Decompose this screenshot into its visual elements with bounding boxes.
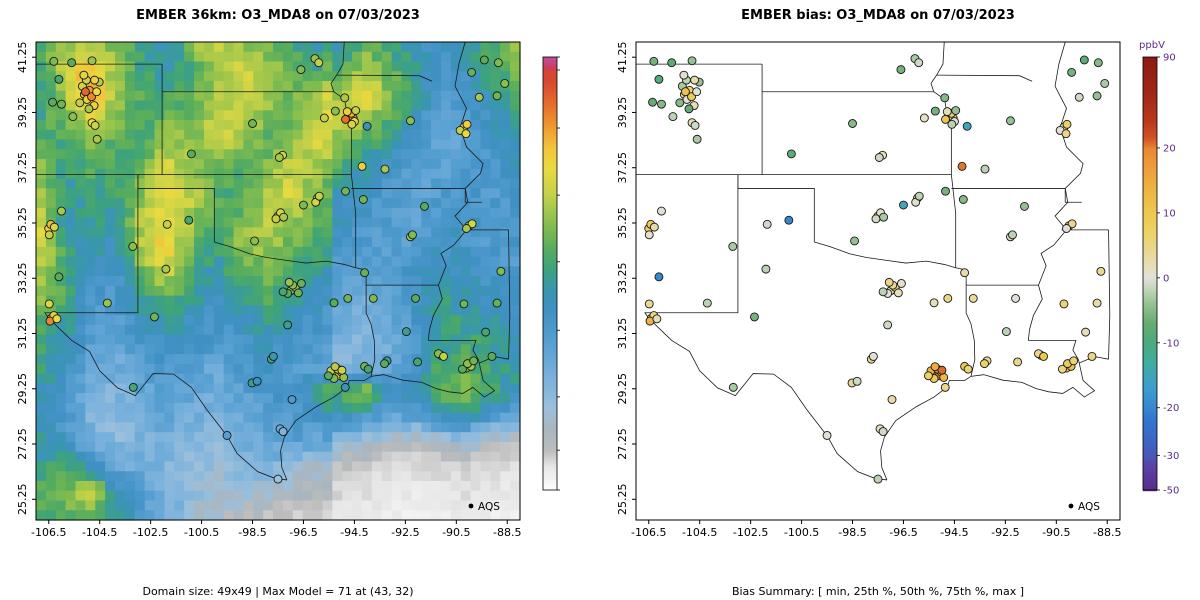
- model-map-canvas: [0, 30, 600, 550]
- bias-caption-line1: Bias Summary: [ min, 25th %, 50th %, 75t…: [731, 585, 1025, 598]
- model-panel-title: EMBER 36km: O3_MDA8 on 07/03/2023: [136, 8, 420, 23]
- model-panel: EMBER 36km: O3_MDA8 on 07/03/2023 Domain…: [0, 8, 600, 600]
- bias-panel: EMBER bias: O3_MDA8 on 07/03/2023 Bias S…: [600, 0, 1200, 600]
- bias-map-canvas: [600, 30, 1200, 550]
- bias-caption: Bias Summary: [ min, 25th %, 50th %, 75t…: [600, 551, 1156, 600]
- bias-panel-title: EMBER bias: O3_MDA8 on 07/03/2023: [741, 8, 1015, 23]
- model-caption-line1: Domain size: 49x49 | Max Model = 71 at (…: [142, 585, 414, 598]
- model-caption: Domain size: 49x49 | Max Model = 71 at (…: [0, 551, 556, 600]
